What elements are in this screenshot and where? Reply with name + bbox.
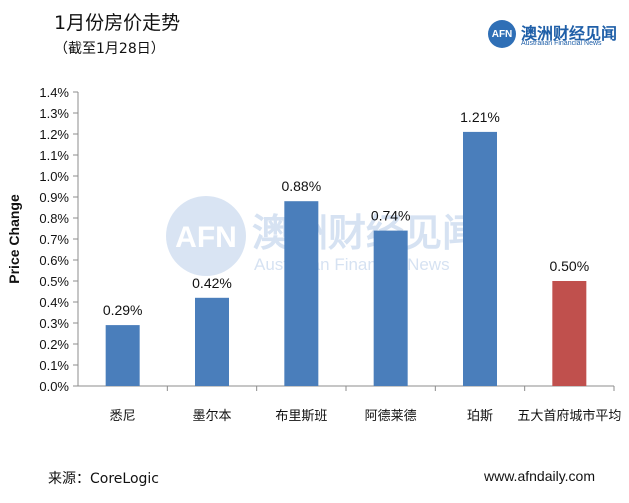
- brand-logo: AFN 澳洲财经见闻 Australian Financial News: [488, 20, 618, 50]
- y-tick-label: 1.1%: [39, 148, 69, 163]
- y-tick-label: 0.3%: [39, 316, 69, 331]
- x-tick-label: 珀斯: [467, 409, 493, 424]
- data-label: 1.21%: [460, 109, 500, 125]
- bar: [463, 131, 497, 386]
- x-tick-label: 墨尔本: [192, 409, 231, 424]
- data-label: 0.50%: [549, 258, 589, 274]
- y-tick-label: 1.4%: [39, 85, 69, 100]
- x-tick-label: 阿德莱德: [365, 409, 417, 424]
- watermark-circle-icon: [166, 196, 246, 276]
- y-tick-label: 0.8%: [39, 211, 69, 226]
- y-tick-label: 0.6%: [39, 253, 69, 268]
- y-tick-label: 0.0%: [39, 379, 69, 394]
- x-tick-label: 悉尼: [110, 409, 136, 424]
- bar: [284, 201, 319, 386]
- data-label: 0.42%: [192, 275, 232, 291]
- y-axis-title: Price Change: [6, 194, 22, 284]
- data-label: 0.88%: [281, 178, 321, 194]
- logo-tagline: Australian Financial News: [521, 40, 602, 47]
- website-link[interactable]: www.afndaily.com: [484, 468, 596, 484]
- bar: [195, 297, 229, 386]
- y-tick-label: 0.5%: [39, 274, 69, 289]
- bar: [105, 325, 140, 386]
- watermark-tagline: Australian Financial News: [254, 255, 450, 274]
- y-tick-label: 0.1%: [39, 358, 69, 373]
- y-tick-label: 1.2%: [39, 127, 69, 142]
- x-tick-label: 布里斯班: [275, 409, 327, 424]
- data-label: 0.74%: [371, 208, 411, 224]
- bar: [373, 230, 408, 386]
- source-note: 来源：CoreLogic: [48, 471, 159, 487]
- y-tick-label: 1.3%: [39, 106, 69, 121]
- logo-name: 澳洲财经见闻: [521, 24, 618, 43]
- bar: [552, 281, 587, 386]
- logo-mark-icon: AFN: [488, 20, 516, 48]
- y-tick-label: 0.4%: [39, 295, 69, 310]
- watermark-mark: AFN: [175, 221, 237, 254]
- data-label: 0.29%: [103, 302, 143, 318]
- page-title: 1月份房价走势: [54, 12, 181, 34]
- y-tick-label: 1.0%: [39, 169, 69, 184]
- x-tick-label: 五大首府城市平均: [517, 408, 621, 424]
- y-tick-label: 0.7%: [39, 232, 69, 247]
- page-subtitle: （截至1月28日）: [54, 41, 165, 57]
- y-tick-label: 0.9%: [39, 190, 69, 205]
- y-tick-label: 0.2%: [39, 337, 69, 352]
